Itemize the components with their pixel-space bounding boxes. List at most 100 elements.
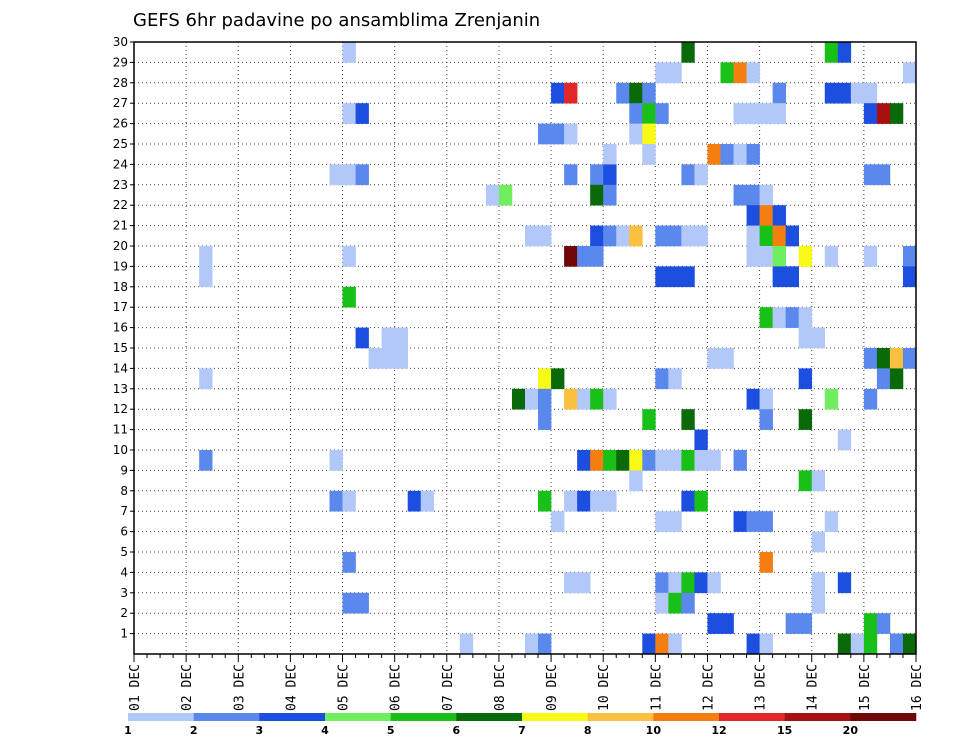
y-tick-label: 22: [113, 198, 128, 212]
heat-cell: [668, 368, 682, 390]
heat-cell: [342, 103, 356, 124]
heat-cell: [746, 511, 760, 532]
heat-cell: [577, 572, 591, 594]
heat-cell: [811, 470, 826, 492]
heat-cell: [590, 490, 604, 512]
y-tick-label: 8: [120, 484, 128, 498]
heat-cell: [746, 144, 760, 165]
heat-cell: [707, 450, 721, 471]
heat-cell: [564, 490, 578, 512]
heat-cell: [785, 225, 799, 247]
heat-cell: [811, 531, 826, 553]
y-tick-label: 26: [113, 117, 128, 131]
heat-cell: [603, 225, 617, 247]
heat-cell: [681, 572, 695, 594]
heat-cell: [863, 348, 878, 369]
y-tick-label: 4: [120, 565, 128, 579]
heat-cell: [681, 490, 695, 512]
x-tick-label: 08 DEC: [493, 664, 508, 711]
heat-cell: [551, 82, 565, 104]
heat-cell: [629, 225, 643, 247]
x-tick-label: 16 DEC: [910, 664, 925, 711]
y-tick-label: 12: [113, 402, 128, 416]
heat-cell: [811, 327, 826, 349]
heat-cell: [655, 103, 669, 124]
heat-cell: [459, 633, 474, 655]
heat-cell: [759, 205, 773, 226]
x-tick-label: 10 DEC: [597, 664, 612, 711]
heat-cell: [837, 633, 852, 655]
heat-cell: [564, 123, 578, 145]
heat-cell: [837, 572, 852, 594]
heat-cell: [681, 266, 695, 288]
heat-cell: [538, 123, 552, 145]
heat-cell: [564, 572, 578, 594]
heat-cell: [759, 184, 773, 206]
heat-cell: [642, 450, 656, 471]
heat-cell: [876, 164, 891, 186]
heat-cell: [759, 409, 773, 430]
heat-cell: [616, 82, 630, 104]
heat-cell: [525, 388, 539, 410]
heat-cell: [707, 144, 721, 165]
heat-cell: [629, 103, 643, 124]
heat-cell: [681, 592, 695, 614]
heat-cell: [707, 348, 721, 369]
heat-cell: [733, 184, 747, 206]
heat-cell: [655, 633, 669, 655]
heat-cell: [798, 368, 813, 390]
x-tick-label: 12 DEC: [701, 664, 716, 711]
heat-cell: [629, 470, 643, 492]
heat-cell: [772, 266, 786, 288]
y-tick-label: 16: [113, 321, 128, 335]
y-tick-label: 9: [120, 463, 128, 477]
y-tick-label: 15: [113, 341, 128, 355]
heat-cell: [199, 368, 213, 390]
heat-cell: [342, 552, 356, 573]
heat-cell: [798, 307, 813, 328]
legend-label: 2: [190, 724, 198, 737]
legend-swatch: [587, 713, 654, 721]
heat-cell: [342, 490, 356, 512]
legend-swatch: [850, 713, 917, 721]
x-tick-label: 02 DEC: [180, 664, 195, 711]
heat-cell: [863, 103, 878, 124]
heat-cell: [902, 246, 917, 267]
heat-cell: [525, 225, 539, 247]
heat-cell: [199, 246, 213, 267]
heat-cell: [538, 225, 552, 247]
heat-cell: [785, 613, 799, 634]
heat-cell: [733, 144, 747, 165]
heat-cell: [485, 184, 500, 206]
legend-label: 15: [777, 724, 792, 737]
heat-cell: [590, 184, 604, 206]
data-cells: [199, 42, 917, 655]
heat-cell: [394, 327, 408, 349]
plot-frame: [133, 41, 917, 655]
legend-swatch: [456, 713, 523, 721]
heat-cell: [655, 266, 669, 288]
x-tick-label: 07 DEC: [441, 664, 456, 711]
y-tick-label: 1: [120, 627, 128, 641]
heat-cell: [590, 450, 604, 471]
heat-cell: [837, 42, 852, 63]
heat-cell: [798, 470, 813, 492]
heat-cell: [746, 205, 760, 226]
chart-title: GEFS 6hr padavine po ansamblima Zrenjani…: [133, 10, 540, 31]
heat-cell: [381, 348, 395, 369]
heat-cell: [668, 62, 682, 84]
heat-cell: [694, 225, 708, 247]
heat-cell: [759, 511, 773, 532]
heat-cell: [785, 307, 799, 328]
heat-cell: [837, 429, 852, 451]
heat-cell: [811, 572, 826, 594]
x-tick-label: 01 DEC: [128, 664, 143, 711]
heat-cell: [355, 327, 369, 349]
legend-label: 7: [518, 724, 526, 737]
heat-cell: [798, 246, 813, 267]
legend-swatch: [325, 713, 391, 721]
heat-cell: [668, 633, 682, 655]
y-tick-label: 30: [113, 35, 128, 49]
heat-cell: [564, 164, 578, 186]
